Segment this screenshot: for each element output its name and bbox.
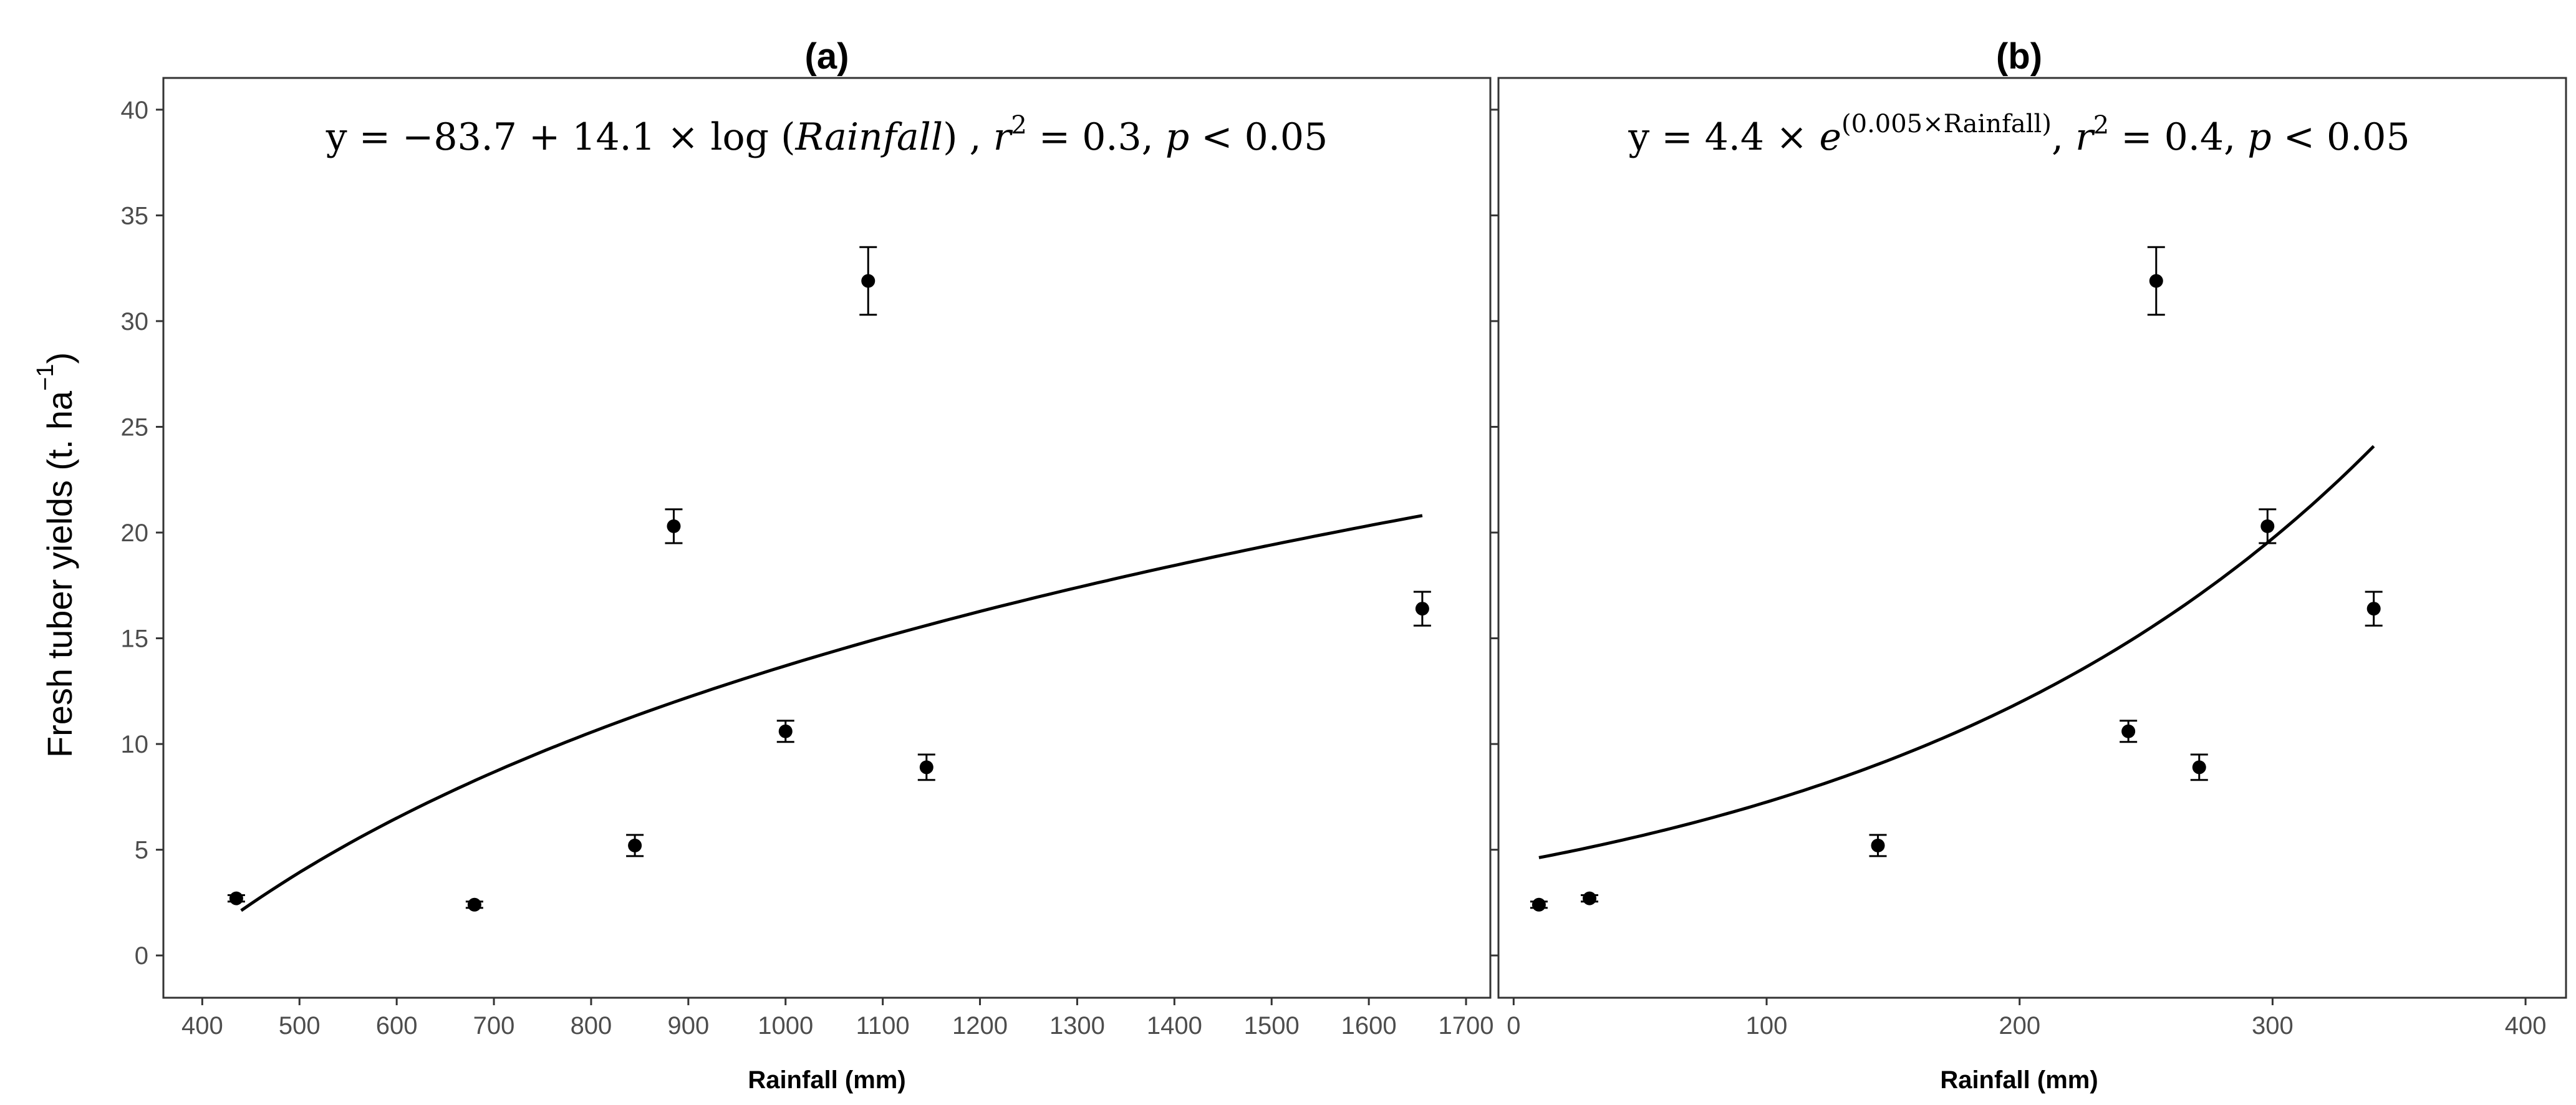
eq-a-p: p: [1165, 115, 1189, 159]
data-point: [626, 834, 644, 857]
y-tick-label: 25: [121, 413, 149, 441]
y-tick-label: 10: [121, 731, 149, 758]
eq-b-r: r: [2075, 115, 2095, 159]
point-marker: [2192, 760, 2206, 774]
data-point: [2120, 720, 2138, 743]
panel-a-x-axis-title: Rainfall (mm): [748, 1066, 905, 1094]
data-point: [2190, 753, 2208, 781]
data-point: [1581, 891, 1599, 905]
x-tick-label: 1100: [856, 1012, 910, 1040]
x-tick-label: 500: [279, 1012, 321, 1040]
panel-b-label: (b): [1996, 36, 2042, 77]
point-marker: [2366, 602, 2381, 616]
x-tick-label: 700: [473, 1012, 515, 1040]
panel-b-x-axis-title: Rainfall (mm): [1940, 1066, 2098, 1094]
point-marker: [1583, 891, 1597, 905]
point-marker: [2121, 724, 2136, 738]
panel-b-equation: y = 4.4 × e(0.005×Rainfall), r2 = 0.4, p…: [1628, 110, 2410, 159]
panel-b-points: [1530, 246, 2383, 912]
data-point: [227, 891, 245, 905]
point-marker: [861, 274, 876, 288]
eq-b-e-exp: (0.005×Rainfall): [1841, 110, 2052, 138]
eq-b-rest: = 0.4,: [2109, 115, 2247, 159]
x-tick-label: 900: [667, 1012, 709, 1040]
x-tick-label: 400: [181, 1012, 223, 1040]
panel-b: (b) y = 4.4 × e(0.005×Rainfall), r2 = 0.…: [1491, 36, 2567, 1094]
data-point: [1530, 897, 1548, 912]
point-marker: [229, 891, 243, 905]
data-point: [1413, 591, 1431, 627]
data-point: [776, 720, 794, 743]
x-tick-label: 1200: [952, 1012, 1008, 1040]
point-marker: [628, 838, 642, 852]
panel-a-points: [227, 246, 1431, 912]
panel-a-fit-curve: [240, 514, 1423, 912]
x-tick-label: 600: [376, 1012, 418, 1040]
eq-a-p-rest: < 0.05: [1189, 115, 1328, 159]
eq-b-r-exp: 2: [2093, 111, 2109, 140]
data-point: [2365, 591, 2383, 627]
data-point: [1869, 834, 1887, 857]
x-tick-label: 1400: [1147, 1012, 1202, 1040]
eq-b-sep: ,: [2052, 115, 2075, 159]
panel-a: (a) y = −83.7 + 14.1 × log (Rainfall) , …: [121, 36, 1494, 1094]
eq-a-rest: = 0.3,: [1027, 115, 1165, 159]
panel-a-frame: [162, 77, 1492, 999]
y-axis-label-main: Fresh tuber yields (t. ha: [40, 390, 79, 758]
x-tick-label: 0: [1507, 1012, 1520, 1040]
data-point: [859, 246, 877, 316]
x-tick-label: 300: [2252, 1012, 2294, 1040]
x-tick-label: 200: [1999, 1012, 2040, 1040]
point-marker: [2149, 274, 2163, 288]
point-marker: [667, 519, 681, 533]
data-point: [465, 897, 483, 912]
eq-a-r: r: [993, 115, 1013, 159]
panel-b-ticks: 0 100 200 300 400: [1491, 109, 2547, 1040]
data-point: [2147, 246, 2165, 316]
data-point: [665, 508, 683, 544]
point-marker: [778, 724, 793, 738]
x-tick-label: 1600: [1341, 1012, 1397, 1040]
y-tick-label: 40: [121, 97, 149, 124]
panel-a-equation: y = −83.7 + 14.1 × log (Rainfall) , r2 =…: [326, 111, 1328, 159]
y-tick-label: 30: [121, 308, 149, 335]
y-tick-label: 20: [121, 519, 149, 547]
data-point: [2259, 508, 2277, 544]
eq-b-p-rest: < 0.05: [2272, 115, 2410, 159]
point-marker: [919, 760, 933, 774]
panel-b-frame: [1497, 77, 2567, 999]
x-tick-label: 1300: [1049, 1012, 1105, 1040]
panel-a-label: (a): [805, 36, 849, 77]
y-tick-label: 0: [135, 942, 148, 970]
eq-b-lhs: y = 4.4 ×: [1628, 115, 1819, 159]
x-tick-label: 1000: [758, 1012, 813, 1040]
y-axis-label: Fresh tuber yields (t. ha−1): [32, 352, 79, 758]
y-tick-label: 5: [135, 837, 148, 864]
data-point: [917, 753, 935, 781]
point-marker: [1871, 838, 1885, 852]
eq-a-lhs: y = −83.7 + 14.1 × log (: [326, 115, 796, 159]
x-tick-label: 100: [1746, 1012, 1788, 1040]
point-marker: [1415, 602, 1429, 616]
eq-b-p: p: [2247, 115, 2271, 159]
y-tick-label: 35: [121, 202, 149, 229]
x-tick-label: 800: [571, 1012, 612, 1040]
eq-a-var: Rainfall: [795, 115, 943, 159]
panel-a-ticks: 400 500 600 700 800 900 1000 1100 1200 1300 1400 15…: [121, 97, 1494, 1040]
point-marker: [467, 897, 481, 912]
panel-b-fit-curve: [1538, 445, 2375, 859]
y-axis-label-exponent: −1: [32, 364, 59, 391]
eq-b-e: e: [1820, 115, 1842, 159]
x-tick-label: 1700: [1439, 1012, 1494, 1040]
y-tick-label: 15: [121, 625, 149, 653]
eq-a-mid: ) ,: [943, 115, 993, 159]
y-axis-label-close: ): [40, 352, 79, 364]
eq-a-r-exp: 2: [1011, 111, 1026, 140]
x-tick-label: 1500: [1244, 1012, 1300, 1040]
x-tick-label: 400: [2505, 1012, 2547, 1040]
point-marker: [1532, 897, 1546, 912]
point-marker: [2260, 519, 2275, 533]
